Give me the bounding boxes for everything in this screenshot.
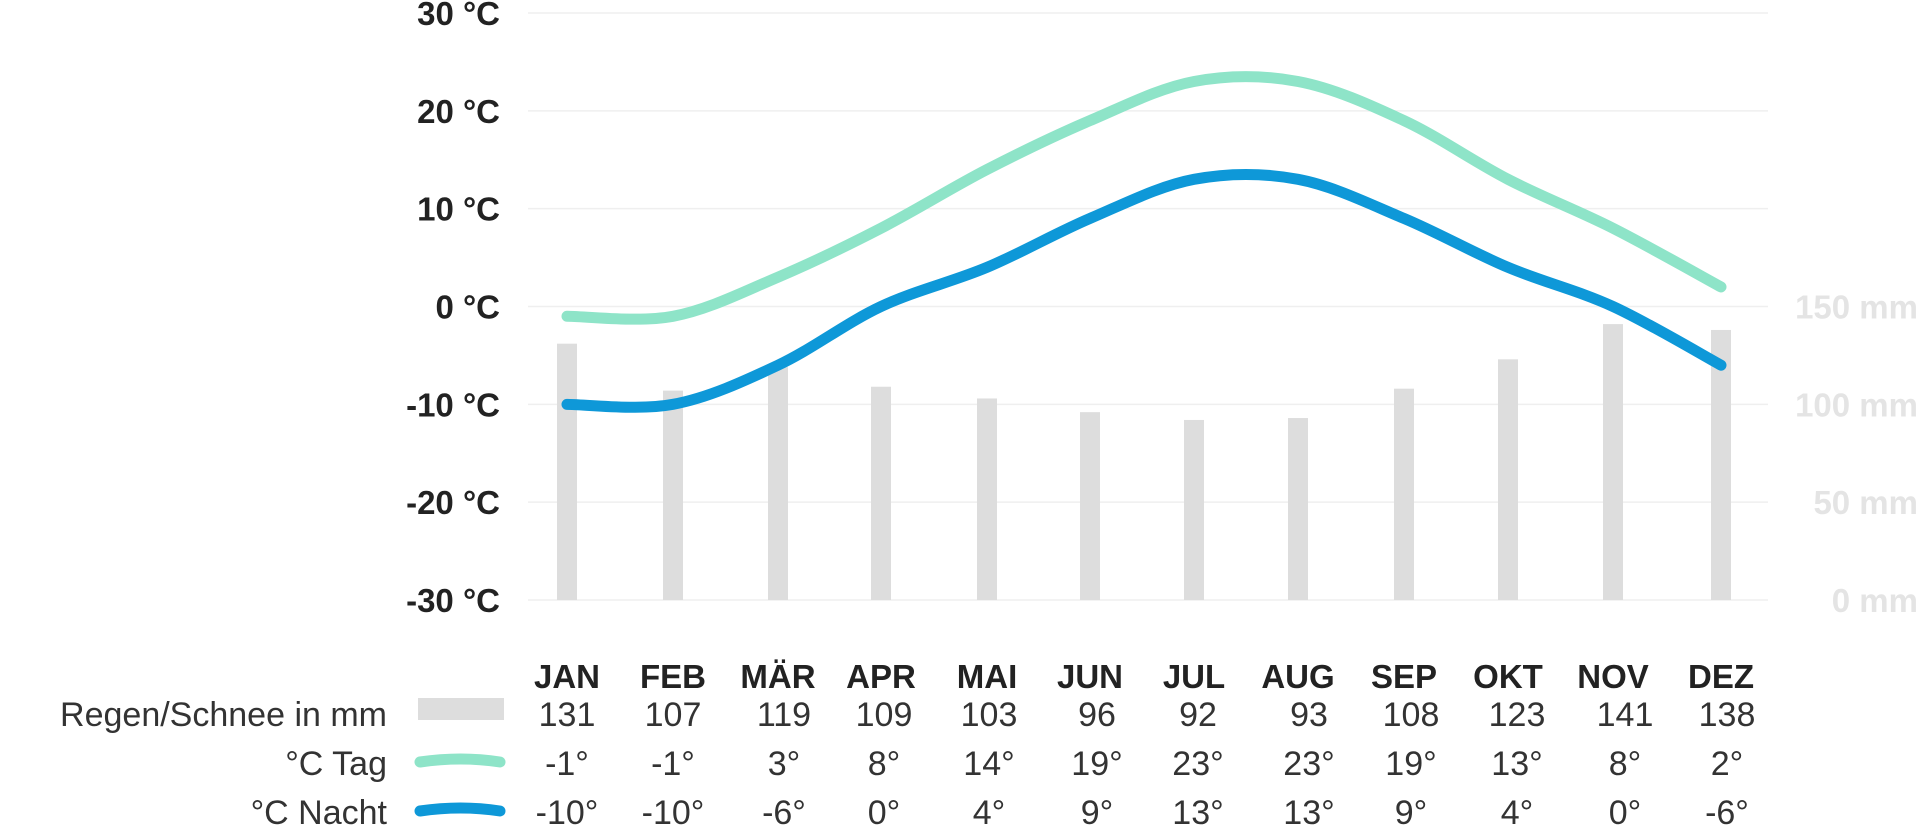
- table-cell: 0°: [868, 794, 901, 832]
- month-label-jul: JUL: [1163, 658, 1225, 695]
- table-cell: 138: [1699, 696, 1756, 734]
- table-cell: 119: [757, 696, 811, 734]
- table-cell: 108: [1383, 696, 1440, 734]
- table-cell: 19°: [1385, 745, 1436, 783]
- precip-bar-aug: [1288, 418, 1308, 600]
- month-label-jun: JUN: [1057, 658, 1123, 695]
- table-cell: 93: [1290, 696, 1328, 734]
- temperature-tick-label: 20 °C: [417, 93, 500, 130]
- table-cell: 13°: [1172, 794, 1223, 832]
- table-cell: 13°: [1283, 794, 1334, 832]
- table-cell: 8°: [1609, 745, 1642, 783]
- precipitation-tick-label: 0 mm: [1832, 582, 1918, 619]
- temperature-tick-label: -30 °C: [406, 582, 500, 619]
- table-cell: -6°: [1705, 794, 1749, 832]
- month-label-mai: MAI: [957, 658, 1018, 695]
- temperature-tick-label: 10 °C: [417, 191, 500, 228]
- table-cell: 8°: [868, 745, 901, 783]
- table-cell: 131: [539, 696, 596, 734]
- precip-bar-apr: [871, 386, 891, 600]
- temperature-axis: 30 °C 20 °C 10 °C 0 °C -10 °C -20 °C -30 °C: [406, 0, 500, 619]
- precip-bar-jul: [1184, 419, 1204, 600]
- table-cell: -6°: [762, 794, 806, 832]
- precip-bar-mai: [977, 398, 997, 600]
- table-row-label: Regen/Schnee in mm: [60, 696, 387, 734]
- month-label-jan: JAN: [534, 658, 600, 695]
- table-cell: 4°: [973, 794, 1006, 832]
- precip-bar-jun: [1080, 412, 1100, 600]
- temperature-tick-label: 30 °C: [417, 0, 500, 32]
- precip-bar-feb: [663, 390, 683, 600]
- precipitation-axis: 150 mm 100 mm 50 mm 0 mm: [1795, 289, 1918, 620]
- table-cell: -1°: [545, 745, 589, 783]
- legend-swatch-day: [414, 753, 506, 768]
- table-cell: 9°: [1081, 794, 1114, 832]
- month-label-sep: SEP: [1371, 658, 1437, 695]
- month-label-feb: FEB: [640, 658, 706, 695]
- month-label-nov: NOV: [1577, 658, 1649, 695]
- table-cell: 14°: [963, 745, 1014, 783]
- table-cell: 3°: [768, 745, 801, 783]
- month-labels: JAN FEB MÄR APR MAI JUN JUL AUG SEP OKT NOV DEZ: [534, 658, 1754, 695]
- data-table: Regen/Schnee in mm 131 107 119 109 103 96 92 93 1…: [60, 696, 1755, 832]
- precip-bar-sep: [1394, 388, 1414, 600]
- precipitation-tick-label: 50 mm: [1813, 484, 1918, 521]
- table-cell: 23°: [1172, 745, 1223, 783]
- precipitation-tick-label: 100 mm: [1795, 386, 1918, 423]
- table-cell: -10°: [536, 794, 599, 832]
- temperature-tick-label: -10 °C: [406, 386, 500, 423]
- legend-swatch-precipitation: [418, 698, 504, 720]
- month-label-dez: DEZ: [1688, 658, 1754, 695]
- table-cell: 141: [1597, 696, 1654, 734]
- temperature-tick-label: -20 °C: [406, 484, 500, 521]
- table-cell: 107: [645, 696, 702, 734]
- table-row-label: °C Nacht: [251, 794, 388, 832]
- month-label-mär: MÄR: [740, 658, 815, 695]
- table-cell: 19°: [1071, 745, 1122, 783]
- table-cell: 13°: [1491, 745, 1542, 783]
- precip-bar-nov: [1603, 324, 1623, 600]
- legend-swatch-night: [414, 802, 506, 817]
- table-cell: 2°: [1711, 745, 1744, 783]
- table-cell: 96: [1078, 696, 1116, 734]
- day-temperature-line: [561, 71, 1727, 325]
- table-cell: 123: [1489, 696, 1546, 734]
- month-label-okt: OKT: [1473, 658, 1543, 695]
- precipitation-tick-label: 150 mm: [1795, 289, 1918, 326]
- precipitation-bars: [557, 324, 1731, 600]
- temperature-tick-label: 0 °C: [435, 289, 500, 326]
- night-temperature-line: [561, 168, 1727, 413]
- table-cell: 23°: [1283, 745, 1334, 783]
- precip-bar-mär: [768, 367, 788, 600]
- table-cell: 103: [961, 696, 1018, 734]
- month-label-aug: AUG: [1261, 658, 1334, 695]
- table-cell: -10°: [642, 794, 705, 832]
- temperature-lines: [561, 71, 1727, 413]
- table-row-label: °C Tag: [285, 745, 387, 783]
- month-label-apr: APR: [846, 658, 916, 695]
- table-cell: 4°: [1501, 794, 1534, 832]
- table-cell: 9°: [1395, 794, 1428, 832]
- table-cell: 92: [1179, 696, 1217, 734]
- precip-bar-dez: [1711, 329, 1731, 600]
- table-cell: 109: [856, 696, 913, 734]
- grid-lines: [528, 12, 1768, 601]
- table-cell: 0°: [1609, 794, 1642, 832]
- table-cell: -1°: [651, 745, 695, 783]
- precip-bar-jan: [557, 343, 577, 600]
- precip-bar-okt: [1498, 359, 1518, 600]
